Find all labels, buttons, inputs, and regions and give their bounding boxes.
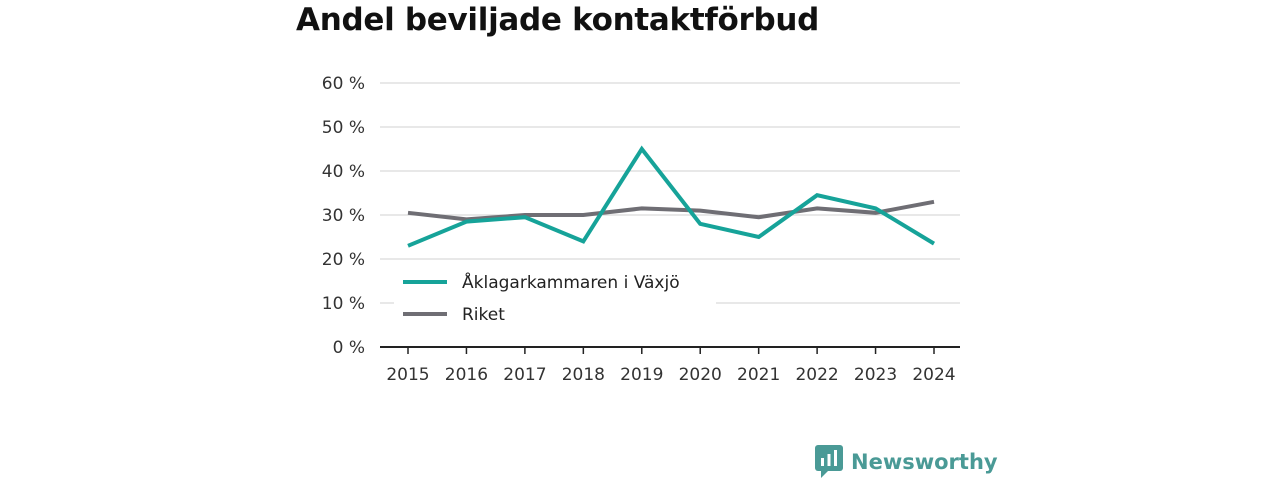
y-tick-label: 40 % — [322, 162, 365, 182]
legend-background — [394, 262, 716, 328]
series-lines — [407, 145, 936, 248]
x-tick-label: 2021 — [737, 365, 780, 385]
y-tick-label: 0 % — [333, 338, 365, 358]
newsworthy-logo-icon — [815, 445, 843, 478]
newsworthy-brand: Newsworthy — [815, 445, 998, 478]
x-tick-label: 2019 — [620, 365, 663, 385]
y-tick-label: 50 % — [322, 118, 365, 138]
chart-title: Andel beviljade kontaktförbud — [296, 2, 820, 38]
x-tick-label: 2024 — [912, 365, 955, 385]
x-tick-label: 2020 — [679, 365, 722, 385]
y-tick-label: 60 % — [322, 74, 365, 94]
y-tick-label: 20 % — [322, 250, 365, 270]
y-tick-label: 30 % — [322, 206, 365, 226]
series-line-aklagarkammaren-vaxjo — [407, 145, 936, 248]
brand-name: Newsworthy — [851, 450, 998, 474]
x-axis: 2015 2016 2017 2018 2019 2020 2021 2022 2023 2024 — [380, 346, 960, 385]
x-tick-label: 2023 — [854, 365, 897, 385]
x-tick-label: 2018 — [562, 365, 605, 385]
x-tick-label: 2015 — [386, 365, 429, 385]
x-tick-label: 2017 — [503, 365, 546, 385]
x-tick-label: 2016 — [445, 365, 488, 385]
legend: Åklagarkammaren i Växjö Riket — [394, 262, 716, 328]
legend-label: Riket — [462, 305, 505, 325]
y-tick-label: 10 % — [322, 294, 365, 314]
y-axis-ticks: 0 % 10 % 20 % 30 % 40 % 50 % 60 % — [322, 74, 365, 358]
series-line-riket — [407, 199, 935, 222]
legend-label: Åklagarkammaren i Växjö — [462, 271, 680, 293]
x-tick-label: 2022 — [795, 365, 838, 385]
